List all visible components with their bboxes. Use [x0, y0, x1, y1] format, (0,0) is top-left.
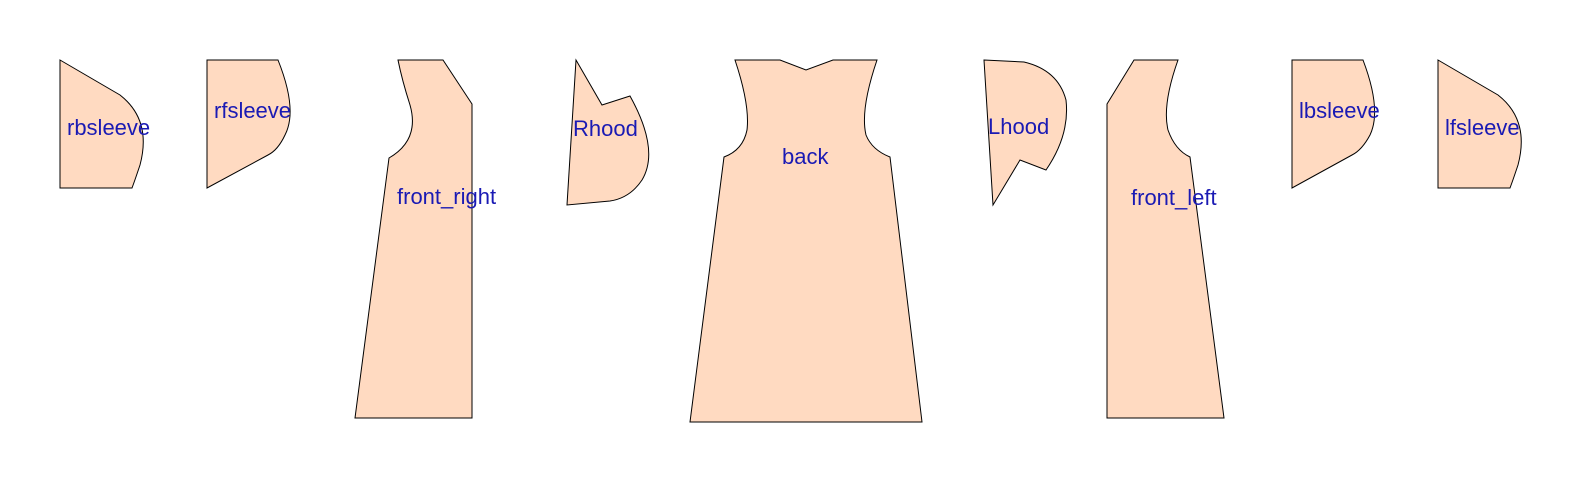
panel-rfsleeve-label: rfsleeve: [214, 98, 291, 123]
panel-lbsleeve-label: lbsleeve: [1299, 98, 1380, 123]
panel-rhood: Rhood: [566, 58, 650, 206]
panel-lhood-label: Lhood: [988, 114, 1049, 139]
panel-lbsleeve-shape: [1291, 59, 1376, 189]
panel-front-left-label: front_left: [1131, 185, 1217, 210]
panel-front-right-label: front_right: [397, 184, 496, 209]
panel-back-label: back: [782, 144, 829, 169]
panel-rhood-label: Rhood: [573, 116, 638, 141]
panel-lfsleeve-shape: [1437, 59, 1522, 189]
panel-lhood-shape: [983, 59, 1068, 207]
panel-rfsleeve-shape: [206, 59, 291, 189]
panel-lhood: Lhood: [983, 59, 1068, 207]
panel-lfsleeve: lfsleeve: [1437, 59, 1522, 189]
panel-back: back: [689, 59, 923, 423]
panel-back-shape: [689, 59, 923, 423]
panel-lbsleeve: lbsleeve: [1291, 59, 1380, 189]
panel-rbsleeve: rbsleeve: [59, 59, 150, 189]
panel-rbsleeve-label: rbsleeve: [67, 115, 150, 140]
panel-rbsleeve-shape: [59, 59, 144, 189]
panel-front-left-shape: [1106, 59, 1225, 419]
panel-front-right-shape: [354, 59, 473, 419]
panel-rfsleeve: rfsleeve: [206, 59, 291, 189]
panel-front-left: front_left: [1106, 59, 1225, 419]
panel-front-right: front_right: [354, 59, 496, 419]
panel-rhood-shape: [566, 58, 650, 206]
panel-lfsleeve-label: lfsleeve: [1445, 115, 1520, 140]
